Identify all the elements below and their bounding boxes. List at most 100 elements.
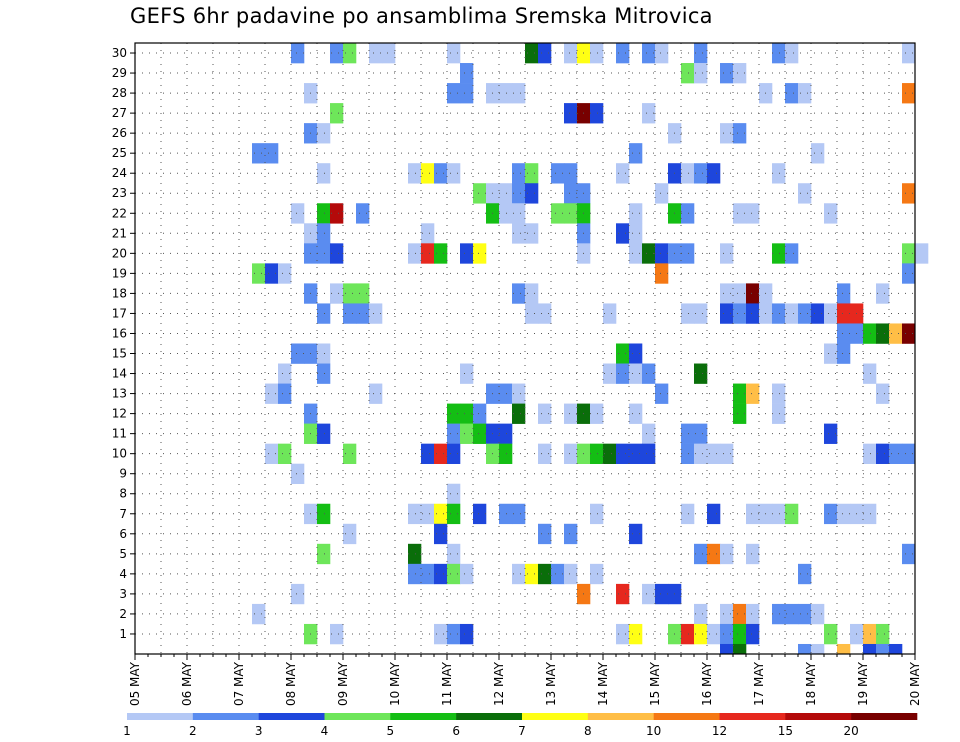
heatmap-cell — [538, 43, 552, 64]
heatmap-cell — [694, 423, 708, 444]
heatmap-cell — [720, 643, 734, 655]
heatmap-cell — [772, 503, 786, 525]
heatmap-cell — [785, 303, 799, 324]
legend-swatch — [258, 713, 325, 720]
heatmap-cell — [447, 163, 461, 184]
heatmap-cell — [681, 423, 695, 444]
heatmap-cell — [447, 423, 461, 444]
heatmap-cell — [733, 303, 747, 324]
y-tick-label: 5 — [119, 547, 127, 561]
legend-label: 4 — [321, 724, 329, 738]
heatmap-cell — [707, 503, 721, 525]
y-tick-label: 3 — [119, 587, 127, 601]
y-tick-label: 25 — [112, 146, 127, 160]
y-tick-label: 29 — [112, 66, 127, 80]
heatmap-cell — [629, 403, 643, 424]
legend-swatch — [653, 713, 720, 720]
legend-label: 8 — [584, 724, 592, 738]
heatmap-cell — [499, 183, 513, 204]
heatmap-cell — [525, 163, 539, 184]
heatmap-cell — [876, 323, 890, 344]
heatmap-cell — [681, 203, 695, 224]
heatmap-cell — [343, 43, 357, 64]
heatmap-cell — [590, 503, 604, 525]
heatmap-cell — [460, 363, 474, 384]
heatmap-cell — [317, 223, 331, 244]
heatmap-cell — [460, 83, 474, 104]
heatmap-cell — [538, 443, 552, 464]
heatmap-cell — [538, 563, 552, 585]
heatmap-cell — [330, 243, 344, 264]
heatmap-cell — [460, 423, 474, 444]
heatmap-cell — [343, 303, 357, 324]
heatmap-cell — [889, 443, 903, 464]
heatmap-cell — [746, 383, 760, 404]
y-tick-label: 9 — [119, 467, 127, 481]
heatmap-cell — [772, 163, 786, 184]
heatmap-cell — [629, 223, 643, 244]
heatmap-cell — [720, 243, 734, 264]
heatmap-cell — [421, 223, 435, 244]
y-tick-label: 26 — [112, 126, 127, 140]
heatmap-cell — [473, 183, 487, 204]
heatmap-cell — [876, 643, 890, 655]
heatmap-cell — [629, 443, 643, 464]
legend-swatch — [324, 713, 391, 720]
heatmap-cell — [460, 563, 474, 585]
heatmap-cell — [408, 243, 422, 264]
heatmap-cell — [460, 243, 474, 264]
heatmap-cell — [824, 203, 838, 224]
heatmap-cell — [525, 303, 539, 324]
heatmap-cell — [694, 303, 708, 324]
heatmap-cell — [291, 343, 305, 364]
heatmap-cell — [499, 203, 513, 224]
heatmap-cell — [863, 443, 877, 464]
heatmap-cell — [811, 603, 825, 625]
heatmap-cell — [694, 623, 708, 645]
heatmap-cell — [590, 403, 604, 424]
heatmap-cell — [343, 283, 357, 304]
heatmap-cell — [629, 523, 643, 545]
x-tick-label: 18 MAY — [804, 661, 818, 706]
heatmap-cell — [590, 103, 604, 124]
heatmap-cell — [499, 423, 513, 444]
x-tick-label: 08 MAY — [284, 661, 298, 706]
heatmap-cell — [538, 523, 552, 545]
heatmap-cell — [421, 503, 435, 525]
heatmap-cell — [707, 163, 721, 184]
y-tick-label: 27 — [112, 106, 127, 120]
legend-swatch — [390, 713, 457, 720]
heatmap-cell — [889, 643, 903, 655]
legend-swatch — [719, 713, 786, 720]
legend-swatch — [587, 713, 654, 720]
heatmap-cell — [330, 103, 344, 124]
heatmap-cell — [824, 503, 838, 525]
legend-label: 12 — [712, 724, 727, 738]
heatmap-cell — [772, 43, 786, 64]
heatmap-cell — [616, 443, 630, 464]
heatmap-cell — [798, 603, 812, 625]
y-tick-label: 12 — [112, 407, 127, 421]
heatmap-cell — [629, 243, 643, 264]
heatmap-cell — [863, 323, 877, 344]
x-tick-label: 20 MAY — [908, 661, 922, 706]
heatmap-cell — [707, 443, 721, 464]
heatmap-cell — [460, 623, 474, 645]
legend-label: 5 — [387, 724, 395, 738]
heatmap-cell — [564, 43, 578, 64]
heatmap-cell — [473, 503, 487, 525]
heatmap-cell — [369, 43, 383, 64]
heatmap-cell — [265, 143, 279, 164]
heatmap-cell — [564, 563, 578, 585]
heatmap-cell — [616, 363, 630, 384]
heatmap-cell — [408, 563, 422, 585]
heatmap-cell — [746, 303, 760, 324]
heatmap-cell — [408, 163, 422, 184]
x-tick-label: 06 MAY — [180, 661, 194, 706]
heatmap-cell — [642, 443, 656, 464]
y-tick-label: 14 — [112, 367, 127, 381]
heatmap-cell — [694, 443, 708, 464]
heatmap-cell — [317, 503, 331, 525]
heatmap-cell — [447, 403, 461, 424]
heatmap-cell — [629, 343, 643, 364]
